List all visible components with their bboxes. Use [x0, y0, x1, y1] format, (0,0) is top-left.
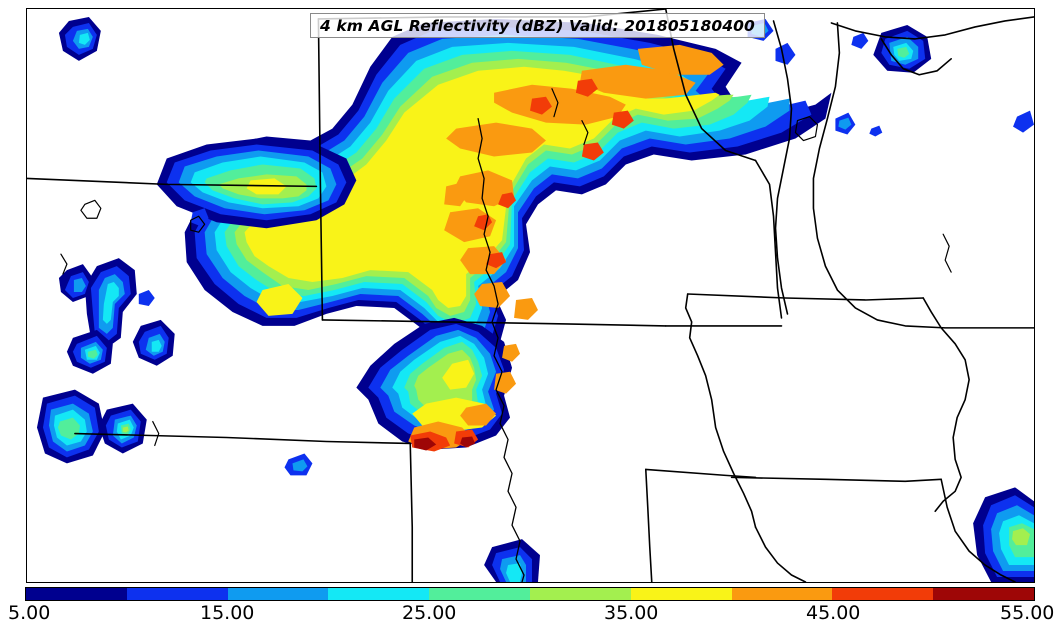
boundary-mo-ks — [644, 468, 653, 582]
boundary-ia-south — [730, 476, 942, 483]
colorbar-segment — [227, 588, 329, 600]
colorbar-segment — [126, 588, 228, 600]
colorbar-segment — [429, 588, 530, 600]
boundary-mn-ia — [321, 319, 667, 327]
boundary-upper-peninsula — [830, 16, 1034, 40]
colorbar-tick-label: 35.00 — [604, 602, 659, 624]
southern-cluster — [356, 317, 521, 452]
lake-outline-3 — [190, 215, 206, 233]
boundary-mi-inner — [880, 38, 952, 76]
boundary-mo-north — [644, 468, 757, 479]
map-canvas — [27, 9, 1034, 582]
colorbar-container[interactable] — [25, 587, 1035, 601]
western-arm — [156, 138, 357, 229]
colorbar-segment — [832, 588, 934, 600]
colorbar-segment — [26, 588, 127, 600]
colorbar-segment — [328, 588, 430, 600]
colorbar-segment — [731, 588, 833, 600]
scattered-cells — [36, 16, 313, 476]
map-panel[interactable] — [26, 8, 1035, 583]
southeast-edge-cells — [484, 487, 1034, 582]
boundary-sd-ne — [74, 432, 412, 445]
river-tributary-3 — [60, 253, 68, 275]
colorbar-tick-label: 5.00 — [8, 602, 51, 624]
lake-outline-1 — [794, 116, 819, 142]
colorbar-segment — [933, 588, 1034, 600]
colorbar-tick-label: 55.00 — [1000, 602, 1055, 624]
colorbar-segment — [529, 588, 631, 600]
river-tributary-5 — [581, 120, 589, 146]
river-mississippi — [477, 117, 525, 582]
river-tributary-1 — [942, 233, 952, 273]
boundary-il-river — [754, 526, 807, 582]
boundary-nw-horizontal — [27, 177, 318, 188]
colorbar-tick-label: 25.00 — [402, 602, 457, 624]
colorbar-tick-label: 15.00 — [200, 602, 255, 624]
plot-title-text: 4 km AGL Reflectivity (dBZ) Valid: 20180… — [320, 16, 755, 35]
echo-contour-45-group — [474, 78, 634, 269]
lake-outline-2 — [80, 199, 102, 219]
echo-contour-50-south — [414, 436, 476, 451]
boundary-ia-west — [684, 293, 757, 528]
boundary-wi-east-lake — [754, 159, 783, 319]
river-tributary-2 — [152, 420, 160, 447]
boundary-wi-north — [664, 9, 757, 162]
boundary-ia-north — [686, 293, 925, 301]
boundary-lake-michigan-east — [812, 22, 1034, 329]
boundary-mn-sd — [317, 18, 324, 321]
river-tributary-4 — [551, 88, 559, 118]
boundary-ia-east — [922, 297, 970, 513]
boundary-ne-vertical — [409, 442, 414, 582]
colorbar-tick-labels: 5.00 15.00 25.00 35.00 45.00 55.00 — [0, 602, 1060, 628]
state-boundaries — [27, 9, 1034, 582]
colorbar-tick-label: 45.00 — [806, 602, 861, 624]
boundary-lake-michigan-west — [772, 20, 793, 315]
colorbar[interactable] — [25, 587, 1035, 601]
colorbar-segment — [630, 588, 732, 600]
boundary-il-south — [940, 478, 1016, 582]
plot-title-box: 4 km AGL Reflectivity (dBZ) Valid: 20180… — [310, 13, 765, 38]
